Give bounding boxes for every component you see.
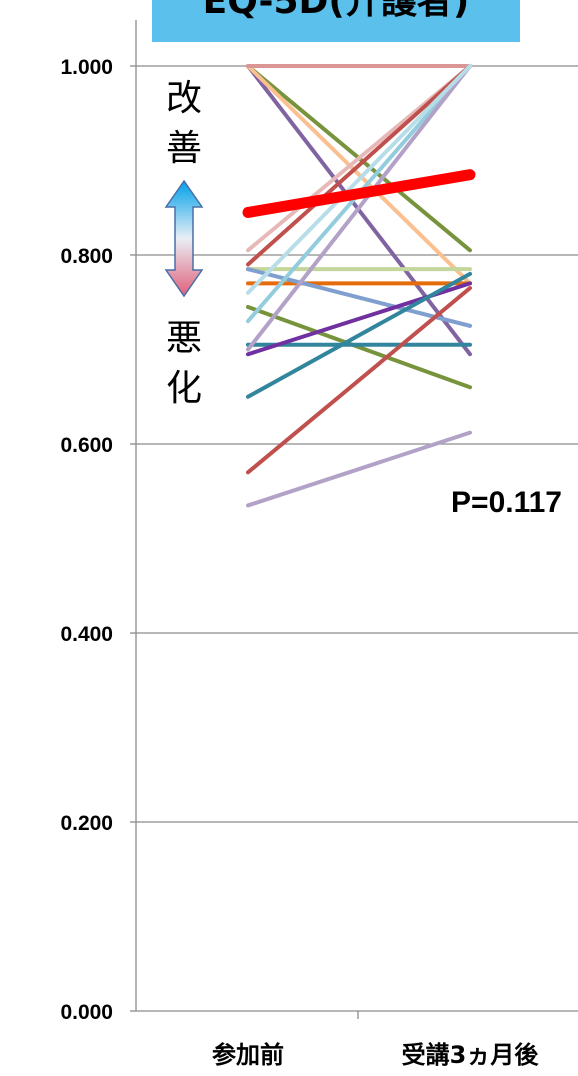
chart-title-box: EQ-5D(介護者) xyxy=(152,0,520,42)
improve-label-1: 改 xyxy=(166,78,202,119)
series-line xyxy=(246,64,472,267)
series-line xyxy=(246,304,472,390)
series-line xyxy=(246,64,472,286)
series-line xyxy=(246,64,472,352)
y-tick-label: 0.200 xyxy=(60,812,113,835)
series-line xyxy=(246,430,472,508)
p-value-label: P=0.117 xyxy=(451,486,562,519)
series-lines xyxy=(242,64,476,508)
worsen-label-1: 悪 xyxy=(166,318,202,359)
y-tick-label: 0.400 xyxy=(60,623,113,646)
axis-labels: 0.000 0.200 0.400 0.600 0.800 1.000 参加前 受講3ヵ月後 xyxy=(60,56,539,1069)
y-tick-label: 0.600 xyxy=(60,434,113,457)
x-category-label: 受講3ヵ月後 xyxy=(402,1041,540,1069)
y-tick-label: 0.000 xyxy=(60,1001,113,1024)
x-category-label: 参加前 xyxy=(212,1041,284,1069)
y-tick-label: 0.800 xyxy=(60,245,113,268)
worsen-label-2: 化 xyxy=(166,368,202,409)
chart-title: EQ-5D(介護者) xyxy=(202,0,470,22)
mean-series-line xyxy=(242,169,476,218)
series-line xyxy=(246,271,472,399)
axes xyxy=(130,20,578,1019)
improve-label-2: 善 xyxy=(166,128,202,169)
change-direction-arrow xyxy=(164,179,204,298)
series-line xyxy=(246,64,472,295)
y-tick-label: 1.000 xyxy=(60,56,113,79)
series-line xyxy=(246,286,472,475)
